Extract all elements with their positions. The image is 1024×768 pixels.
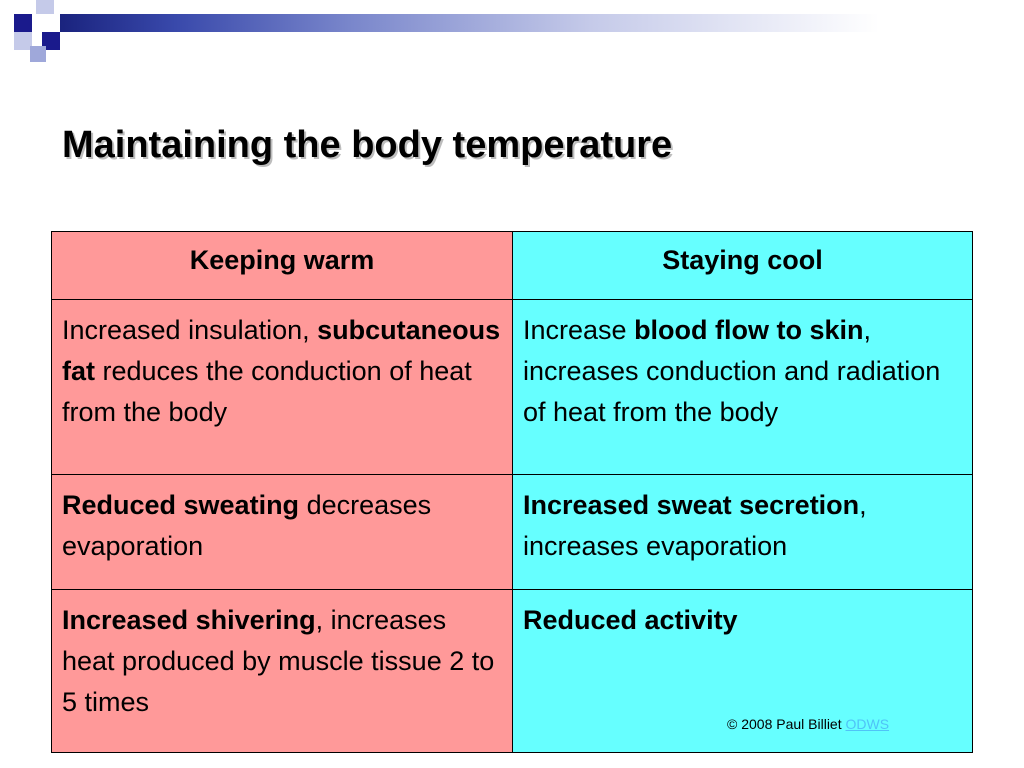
cell-text: , increases heat produced by muscle tiss… [62,605,495,717]
cell-text: , increases conduction and radiation of … [523,315,941,427]
cell-text: decreases evaporation [62,490,432,561]
cool-cell-sweat-secretion: Increased sweat secretion, increases eva… [512,474,973,590]
cell-bold-text: blood flow to skin [634,315,864,345]
cell-bold-text: Increased shivering [62,605,316,635]
header-decoration-square [30,46,46,62]
cell-text: Increased insulation, [62,315,318,345]
header-decoration-square [14,14,32,32]
header-decoration-square [42,32,60,50]
cell-bold-text: Reduced activity [523,605,738,635]
copyright-notice: © 2008 Paul Billiet ODWS [727,716,889,732]
cell-bold-text: subcutaneous fat [62,315,501,386]
warm-cell-sweating: Reduced sweating decreases evaporation [51,474,513,590]
header-keeping-warm: Keeping warm [51,231,513,300]
table-header-row: Keeping warm Staying cool [51,231,973,300]
header-gradient-bar [60,14,1024,32]
header-staying-cool: Staying cool [512,231,973,300]
cell-text: reduces the conduction of heat from the … [62,356,472,427]
table-row: Reduced sweating decreases evaporation I… [51,474,973,590]
cell-bold-text: Reduced sweating [62,490,300,520]
warm-cell-shivering: Increased shivering, increases heat prod… [51,589,513,753]
header-decoration-square [14,32,32,50]
header-decoration-square [36,0,54,14]
table-row: Increased insulation, subcutaneous fat r… [51,299,973,475]
copyright-text: © 2008 Paul Billiet [727,716,846,732]
cell-text: Increase [523,315,635,345]
cell-text: , increases evaporation [523,490,867,561]
comparison-table: Keeping warm Staying cool Increased insu… [51,231,973,753]
slide-title: Maintaining the body temperature [62,124,673,166]
cell-bold-text: Increased sweat secretion [523,490,860,520]
odws-link[interactable]: ODWS [845,716,890,732]
cool-cell-blood-flow: Increase blood flow to skin, increases c… [512,299,973,475]
warm-cell-insulation: Increased insulation, subcutaneous fat r… [51,299,513,475]
cool-cell-activity: Reduced activity [512,589,973,753]
table-row: Increased shivering, increases heat prod… [51,589,973,753]
header-decoration-square [42,14,60,32]
